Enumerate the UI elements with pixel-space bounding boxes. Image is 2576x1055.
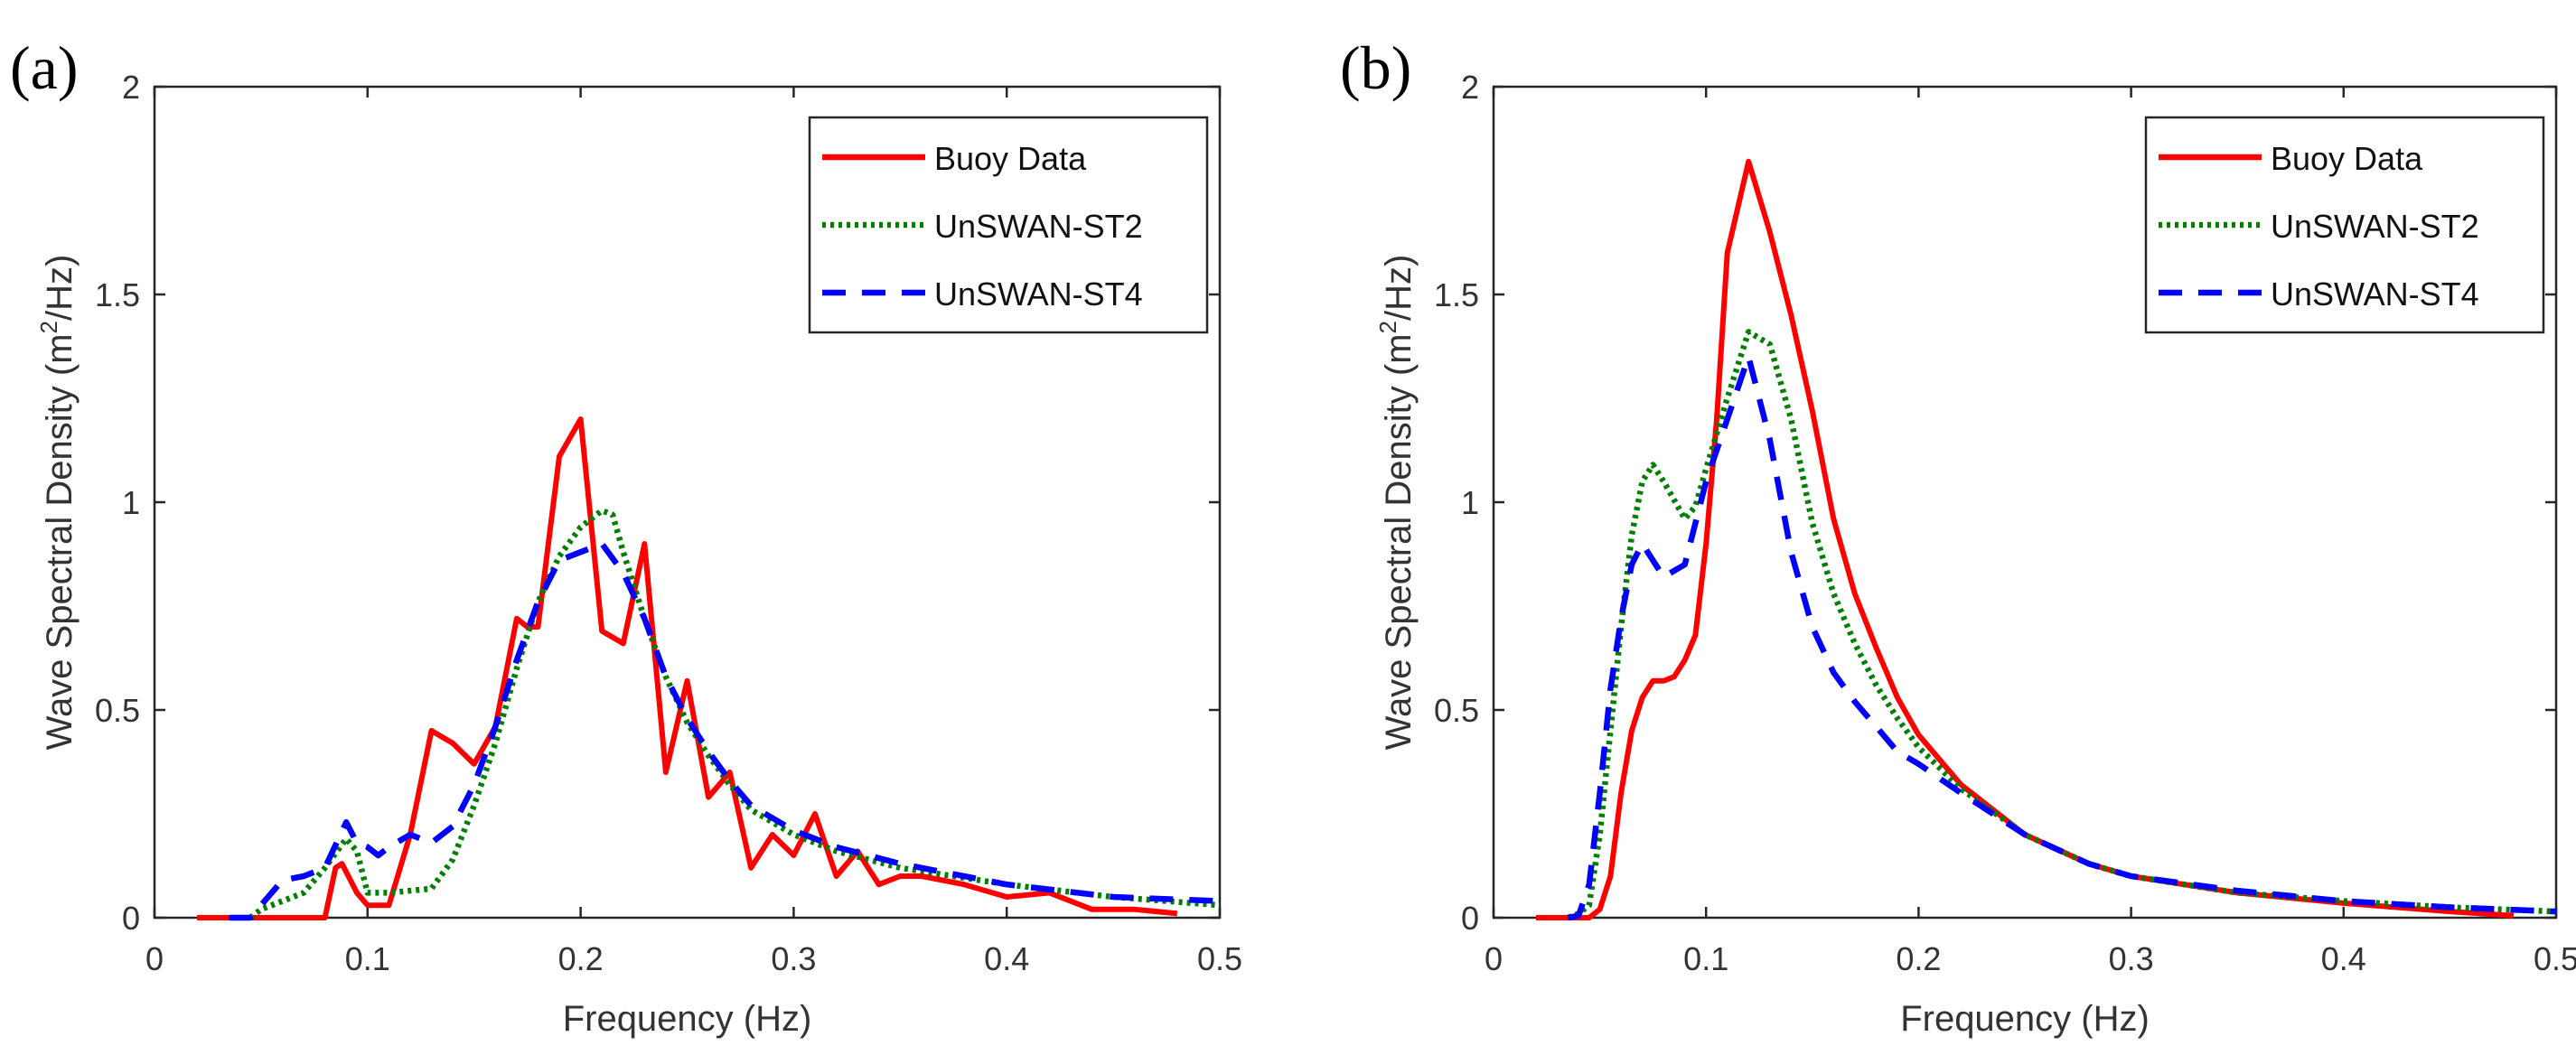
y-tick-label: 0 xyxy=(122,900,140,937)
y-tick-label: 0.5 xyxy=(1434,692,1479,729)
y-tick-label: 0 xyxy=(1461,900,1479,937)
series-line-buoy-data xyxy=(197,416,1178,920)
y-tick-label: 1 xyxy=(122,484,140,521)
legend-box xyxy=(808,116,1209,334)
x-tick-label: 0.3 xyxy=(771,940,816,977)
y-axis-label-superscript: 2 xyxy=(1374,321,1401,333)
panel-b: 0 0.1 0.2 0.3 0.4 0.5 0 0.5 1 1.5 2 Frequency (Hz) W… xyxy=(1340,33,2576,1039)
x-tick-label: 0.2 xyxy=(558,940,604,977)
series-line-unswan-st4 xyxy=(229,540,1221,921)
x-tick-label: 0.1 xyxy=(1683,940,1728,977)
x-tick-label: 0.5 xyxy=(1197,940,1242,977)
y-tick-label: 1.5 xyxy=(1434,276,1479,313)
series-line-unswan-st2 xyxy=(248,507,1221,920)
legend-label: UnSWAN-ST2 xyxy=(2271,208,2479,245)
x-tick-label: 0.4 xyxy=(2321,940,2366,977)
y-axis-label-main: Wave Spectral Density (m xyxy=(40,333,80,750)
x-tick-label: 0.3 xyxy=(2109,940,2154,977)
legend-label: Buoy Data xyxy=(2271,140,2423,177)
x-axis-label: Frequency (Hz) xyxy=(563,999,812,1039)
series-line-unswan-st4 xyxy=(1567,353,2557,921)
y-axis-label-main: Wave Spectral Density (m xyxy=(1379,333,1419,750)
y-axis-label: Wave Spectral Density (m2/Hz) xyxy=(35,255,80,751)
legend-label: Buoy Data xyxy=(934,140,1087,177)
y-axis-label-end: /Hz) xyxy=(40,255,80,321)
y-tick-label: 0.5 xyxy=(95,692,140,729)
x-axis-label: Frequency (Hz) xyxy=(1900,999,2150,1039)
panel-label: (b) xyxy=(1340,33,1411,102)
panel-a: 0 0.1 0.2 0.3 0.4 0.5 0 0.5 1 1.5 2 Frequency (Hz) W… xyxy=(10,33,1242,1039)
legend: Buoy Data UnSWAN-ST2 UnSWAN-ST4 xyxy=(2144,116,2545,334)
legend-label: UnSWAN-ST4 xyxy=(934,275,1143,313)
legend-label: UnSWAN-ST4 xyxy=(2271,275,2479,313)
x-tick-label: 0.1 xyxy=(345,940,390,977)
panel-label: (a) xyxy=(10,33,78,102)
x-tick-label: 0.2 xyxy=(1896,940,1941,977)
x-tick-label: 0 xyxy=(1485,940,1503,977)
legend: Buoy Data UnSWAN-ST2 UnSWAN-ST4 xyxy=(808,116,1209,334)
y-axis-label: Wave Spectral Density (m2/Hz) xyxy=(1374,255,1419,751)
y-tick-label: 1.5 xyxy=(95,276,140,313)
y-axis-label-superscript: 2 xyxy=(35,321,62,333)
legend-box xyxy=(2144,116,2545,334)
x-tick-label: 0.4 xyxy=(984,940,1029,977)
x-tick-label: 0 xyxy=(145,940,164,977)
x-tick-label: 0.5 xyxy=(2534,940,2576,977)
y-tick-label: 2 xyxy=(1461,69,1479,106)
y-axis-label-end: /Hz) xyxy=(1379,255,1419,321)
y-tick-label: 2 xyxy=(122,69,140,106)
legend-label: UnSWAN-ST2 xyxy=(934,208,1143,245)
y-tick-label: 1 xyxy=(1461,484,1479,521)
